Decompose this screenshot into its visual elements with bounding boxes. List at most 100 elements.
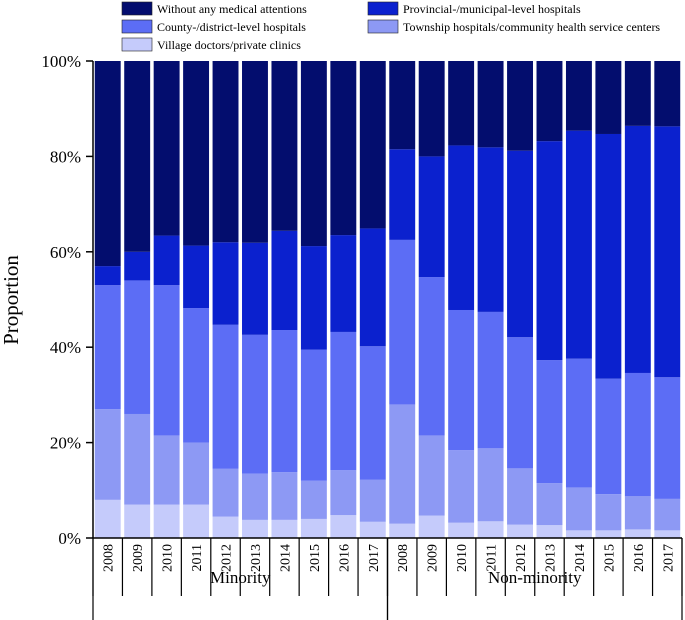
bar-segment-1-14 [507,468,533,525]
x-tick-label: 2016 [337,544,352,572]
bar-segment-3-3 [183,245,210,309]
bar-segment-0-1 [124,504,151,538]
x-tick-label: 2013 [249,544,264,572]
legend-swatch [367,1,399,16]
bar-segment-2-1 [124,280,151,414]
bar-segment-2-6 [271,330,298,473]
bar-segment-0-3 [183,504,210,538]
x-tick-label: 2009 [131,544,146,572]
bar-segment-1-3 [183,442,210,505]
bar-segment-3-19 [654,126,681,378]
bar-segment-4-0 [94,61,121,267]
bar-segment-3-13 [477,147,504,312]
bar-segment-4-18 [624,61,651,126]
bar-segment-2-4 [212,324,239,469]
bar-segment-0-2 [153,504,180,538]
bar-segment-0-16 [565,530,592,538]
bar-segment-3-2 [153,235,180,286]
bar-segment-2-11 [418,277,445,436]
x-tick-label: 2017 [367,544,382,572]
bar-segment-2-18 [624,372,651,497]
bar-segment-1-10 [389,404,416,524]
bar-segment-1-0 [94,409,121,500]
x-tick-label: 2011 [190,544,205,571]
bar-segment-2-10 [389,239,416,405]
bar-segment-1-5 [242,473,268,520]
bar-segment-3-8 [330,235,357,332]
bar-segment-0-5 [242,519,268,538]
x-tick-label: 2008 [396,544,411,572]
bars [94,61,681,538]
bar-segment-4-12 [448,61,475,146]
bar-segment-2-16 [565,358,592,488]
bar-segment-1-7 [300,480,327,519]
bar-segment-2-3 [183,308,210,443]
bar-segment-4-8 [330,61,357,236]
group-label: Non-minority [488,568,582,587]
bar-segment-0-8 [330,515,357,538]
bar-segment-0-14 [507,524,533,538]
bar-segment-1-17 [595,494,622,531]
bar-segment-3-9 [359,228,386,347]
bar-segment-3-1 [124,251,151,281]
bar-segment-1-1 [124,413,151,505]
bar-segment-2-5 [242,334,268,474]
bar-segment-3-12 [448,145,475,310]
bar-segment-3-16 [565,130,592,359]
bar-segment-3-5 [242,242,268,335]
group-label: Minority [210,568,271,587]
bar-segment-4-16 [565,61,592,131]
bar-segment-4-6 [271,61,298,231]
x-tick-label: 2015 [308,544,323,572]
bar-segment-3-17 [595,133,622,379]
bar-segment-1-18 [624,496,651,530]
y-tick-label: 60% [50,243,81,262]
bar-segment-3-0 [94,266,121,286]
bar-segment-2-7 [300,349,327,481]
bar-segment-1-8 [330,470,357,516]
bar-segment-0-10 [389,523,416,538]
bar-segment-3-11 [418,156,445,278]
bar-segment-3-6 [271,230,298,331]
bar-segment-2-2 [153,285,180,436]
bar-segment-2-14 [507,337,533,469]
bar-segment-3-14 [507,150,533,338]
y-tick-label: 0% [58,529,81,548]
legend-swatch [121,1,153,16]
y-axis-title: Proportion [0,255,23,345]
bar-segment-1-12 [448,450,475,523]
legend-label: Provincial-/municipal-level hospitals [403,2,581,16]
y-tick-label: 80% [50,147,81,166]
x-tick-label: 2017 [661,544,676,572]
bar-segment-2-13 [477,311,504,449]
bar-segment-3-4 [212,242,239,325]
bar-segment-4-11 [418,61,445,157]
bar-segment-1-19 [654,498,681,531]
x-tick-label: 2010 [161,544,176,572]
legend-label: Township hospitals/community health serv… [403,20,660,34]
x-tick-label: 2013 [543,544,558,572]
bar-segment-0-19 [654,530,681,538]
x-tick-label: 2011 [485,544,500,571]
y-tick-label: 100% [41,52,81,71]
bar-segment-2-17 [595,378,622,495]
bar-segment-4-19 [654,61,681,127]
legend-label: County-/district-level hospitals [157,20,306,34]
x-tick-label: 2014 [278,544,293,572]
bar-segment-1-11 [418,435,445,516]
bar-segment-2-0 [94,285,121,410]
x-tick-label: 2008 [102,544,117,572]
x-tick-label: 2009 [426,544,441,572]
bar-segment-0-18 [624,529,651,538]
bar-segment-3-7 [300,246,327,350]
legend-swatch [121,19,153,34]
bar-segment-4-13 [477,61,504,148]
bar-segment-2-9 [359,346,386,480]
axes: 0% 20% 40% 60% 80% 100% 2008 2009 2010 2011 2012 20… [41,52,683,620]
x-tick-label: 2014 [573,544,588,572]
legend-swatch [367,19,399,34]
y-tick-label: 20% [50,434,81,453]
bar-segment-2-15 [536,360,563,484]
bar-segment-1-9 [359,479,386,522]
legend: Without any medical attentions Provincial… [121,1,660,52]
